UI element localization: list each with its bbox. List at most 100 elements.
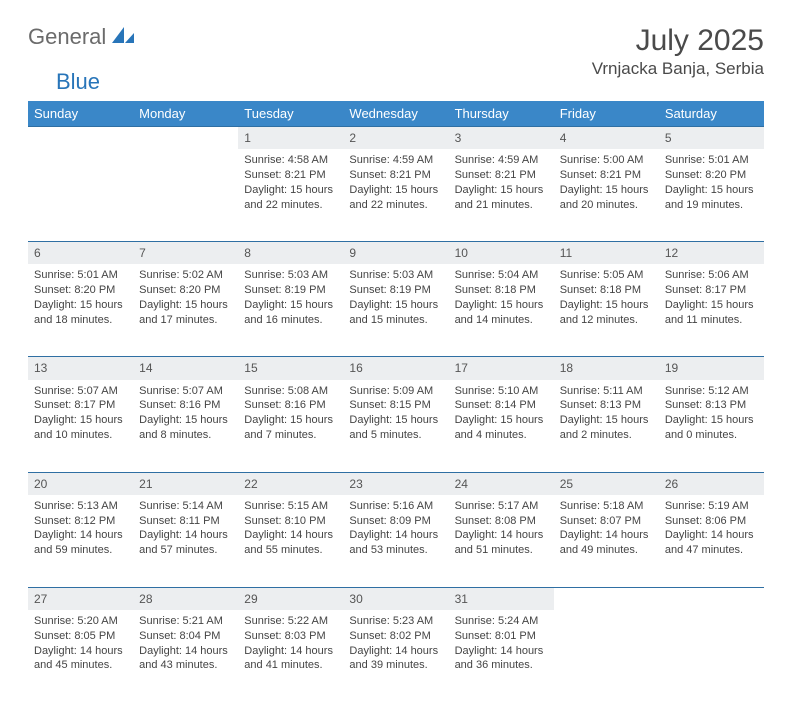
day-cell: Sunrise: 5:00 AMSunset: 8:21 PMDaylight:… — [554, 149, 659, 242]
day-content-row: Sunrise: 5:01 AMSunset: 8:20 PMDaylight:… — [28, 264, 764, 357]
day-cell-content: Sunrise: 5:20 AMSunset: 8:05 PMDaylight:… — [34, 614, 127, 673]
day-content-row: Sunrise: 5:13 AMSunset: 8:12 PMDaylight:… — [28, 495, 764, 588]
brand-word2: Blue — [56, 69, 100, 95]
daylight-label: Daylight: 15 hours and 5 minutes. — [349, 413, 442, 443]
day-number-cell: 30 — [343, 587, 448, 610]
daylight-label: Daylight: 15 hours and 4 minutes. — [455, 413, 548, 443]
day-cell-content: Sunrise: 5:13 AMSunset: 8:12 PMDaylight:… — [34, 499, 127, 558]
day-cell: Sunrise: 5:04 AMSunset: 8:18 PMDaylight:… — [449, 264, 554, 357]
day-cell-content: Sunrise: 5:10 AMSunset: 8:14 PMDaylight:… — [455, 384, 548, 443]
day-number: 31 — [455, 592, 468, 606]
day-cell-content: Sunrise: 5:23 AMSunset: 8:02 PMDaylight:… — [349, 614, 442, 673]
sunset-label: Sunset: 8:17 PM — [34, 398, 127, 413]
day-number-cell: 31 — [449, 587, 554, 610]
daylight-label: Daylight: 15 hours and 17 minutes. — [139, 298, 232, 328]
daylight-label: Daylight: 14 hours and 55 minutes. — [244, 528, 337, 558]
sunrise-label: Sunrise: 4:59 AM — [455, 153, 548, 168]
day-cell: Sunrise: 5:07 AMSunset: 8:16 PMDaylight:… — [133, 380, 238, 473]
day-header: Wednesday — [343, 101, 448, 127]
day-cell: Sunrise: 5:10 AMSunset: 8:14 PMDaylight:… — [449, 380, 554, 473]
sunset-label: Sunset: 8:21 PM — [349, 168, 442, 183]
sunset-label: Sunset: 8:10 PM — [244, 514, 337, 529]
day-number: 8 — [244, 246, 251, 260]
daylight-label: Daylight: 15 hours and 15 minutes. — [349, 298, 442, 328]
day-number: 4 — [560, 131, 567, 145]
day-number: 20 — [34, 477, 47, 491]
day-number-cell: 12 — [659, 242, 764, 265]
day-cell: Sunrise: 5:13 AMSunset: 8:12 PMDaylight:… — [28, 495, 133, 588]
day-number-cell: 24 — [449, 472, 554, 495]
sunset-label: Sunset: 8:07 PM — [560, 514, 653, 529]
day-number-cell: 29 — [238, 587, 343, 610]
sunrise-label: Sunrise: 5:00 AM — [560, 153, 653, 168]
day-header: Monday — [133, 101, 238, 127]
day-number-cell: 14 — [133, 357, 238, 380]
day-cell-content: Sunrise: 5:06 AMSunset: 8:17 PMDaylight:… — [665, 268, 758, 327]
brand-logo: General — [28, 24, 138, 50]
sunrise-label: Sunrise: 5:09 AM — [349, 384, 442, 399]
day-number: 13 — [34, 361, 47, 375]
day-number-cell: 26 — [659, 472, 764, 495]
daylight-label: Daylight: 14 hours and 45 minutes. — [34, 644, 127, 674]
day-cell: Sunrise: 5:03 AMSunset: 8:19 PMDaylight:… — [343, 264, 448, 357]
day-number-cell: 18 — [554, 357, 659, 380]
day-number-row: 13141516171819 — [28, 357, 764, 380]
day-number-cell: 5 — [659, 127, 764, 150]
location-label: Vrnjacka Banja, Serbia — [592, 59, 764, 79]
daylight-label: Daylight: 15 hours and 18 minutes. — [34, 298, 127, 328]
day-cell-content: Sunrise: 5:16 AMSunset: 8:09 PMDaylight:… — [349, 499, 442, 558]
day-content-row: Sunrise: 5:07 AM Sunset: 8:17 PM Daylight:… — [28, 380, 764, 473]
day-number: 15 — [244, 361, 257, 375]
daylight-label: Daylight: 14 hours and 47 minutes. — [665, 528, 758, 558]
day-number-cell: 2 — [343, 127, 448, 150]
sunset-label: Sunset: 8:21 PM — [455, 168, 548, 183]
day-number: 9 — [349, 246, 356, 260]
sunrise-label: Sunrise: 5:07 AM — [139, 384, 232, 399]
daylight-label: Daylight: 14 hours and 41 minutes. — [244, 644, 337, 674]
day-number-cell — [133, 127, 238, 150]
sunset-label: Sunset: 8:16 PM — [139, 398, 232, 413]
daylight-label: Daylight: 15 hours and 0 minutes. — [665, 413, 758, 443]
sunrise-label: Sunrise: 5:17 AM — [455, 499, 548, 514]
sunset-label: Sunset: 8:05 PM — [34, 629, 127, 644]
sunset-label: Sunset: 8:16 PM — [244, 398, 337, 413]
day-number-cell: 9 — [343, 242, 448, 265]
day-number: 11 — [560, 246, 572, 260]
day-number-cell: 21 — [133, 472, 238, 495]
daylight-label: Daylight: 15 hours and 22 minutes. — [349, 183, 442, 213]
day-number-row: 6789101112 — [28, 242, 764, 265]
sunrise-label: Sunrise: 5:18 AM — [560, 499, 653, 514]
daylight-label: Daylight: 15 hours and 22 minutes. — [244, 183, 337, 213]
day-cell: Sunrise: 4:58 AMSunset: 8:21 PMDaylight:… — [238, 149, 343, 242]
sunset-label: Sunset: 8:01 PM — [455, 629, 548, 644]
day-cell: Sunrise: 5:06 AMSunset: 8:17 PMDaylight:… — [659, 264, 764, 357]
day-cell: Sunrise: 5:07 AMSunset: 8:17 PMDaylight:… — [28, 380, 133, 473]
day-number: 5 — [665, 131, 672, 145]
day-number: 12 — [665, 246, 678, 260]
day-cell: Sunrise: 5:14 AMSunset: 8:11 PMDaylight:… — [133, 495, 238, 588]
daylight-label: Daylight: 15 hours and 12 minutes. — [560, 298, 653, 328]
sunset-label: Sunset: 8:20 PM — [139, 283, 232, 298]
day-cell-content: Sunrise: 5:03 AMSunset: 8:19 PMDaylight:… — [349, 268, 442, 327]
sunrise-label: Sunrise: 5:03 AM — [349, 268, 442, 283]
day-number-cell: 8 — [238, 242, 343, 265]
sunrise-label: Sunrise: 5:22 AM — [244, 614, 337, 629]
day-number-cell — [659, 587, 764, 610]
day-number-cell: 10 — [449, 242, 554, 265]
day-cell-content: Sunrise: 5:15 AMSunset: 8:10 PMDaylight:… — [244, 499, 337, 558]
daylight-label: Daylight: 15 hours and 8 minutes. — [139, 413, 232, 443]
day-cell: Sunrise: 4:59 AMSunset: 8:21 PMDaylight:… — [343, 149, 448, 242]
sunrise-label: Sunrise: 5:20 AM — [34, 614, 127, 629]
day-header-row: Sunday Monday Tuesday Wednesday Thursday… — [28, 101, 764, 127]
day-number: 7 — [139, 246, 146, 260]
sunset-label: Sunset: 8:20 PM — [34, 283, 127, 298]
day-number: 1 — [244, 131, 251, 145]
day-cell: Sunrise: 5:17 AMSunset: 8:08 PMDaylight:… — [449, 495, 554, 588]
sunrise-label: Sunrise: 5:01 AM — [34, 268, 127, 283]
day-content-row: Sunrise: 4:58 AMSunset: 8:21 PMDaylight:… — [28, 149, 764, 242]
day-cell-content: Sunrise: 5:04 AMSunset: 8:18 PMDaylight:… — [455, 268, 548, 327]
day-cell: Sunrise: 5:15 AMSunset: 8:10 PMDaylight:… — [238, 495, 343, 588]
day-number-cell: 17 — [449, 357, 554, 380]
sunset-label: Sunset: 8:19 PM — [349, 283, 442, 298]
day-header: Sunday — [28, 101, 133, 127]
